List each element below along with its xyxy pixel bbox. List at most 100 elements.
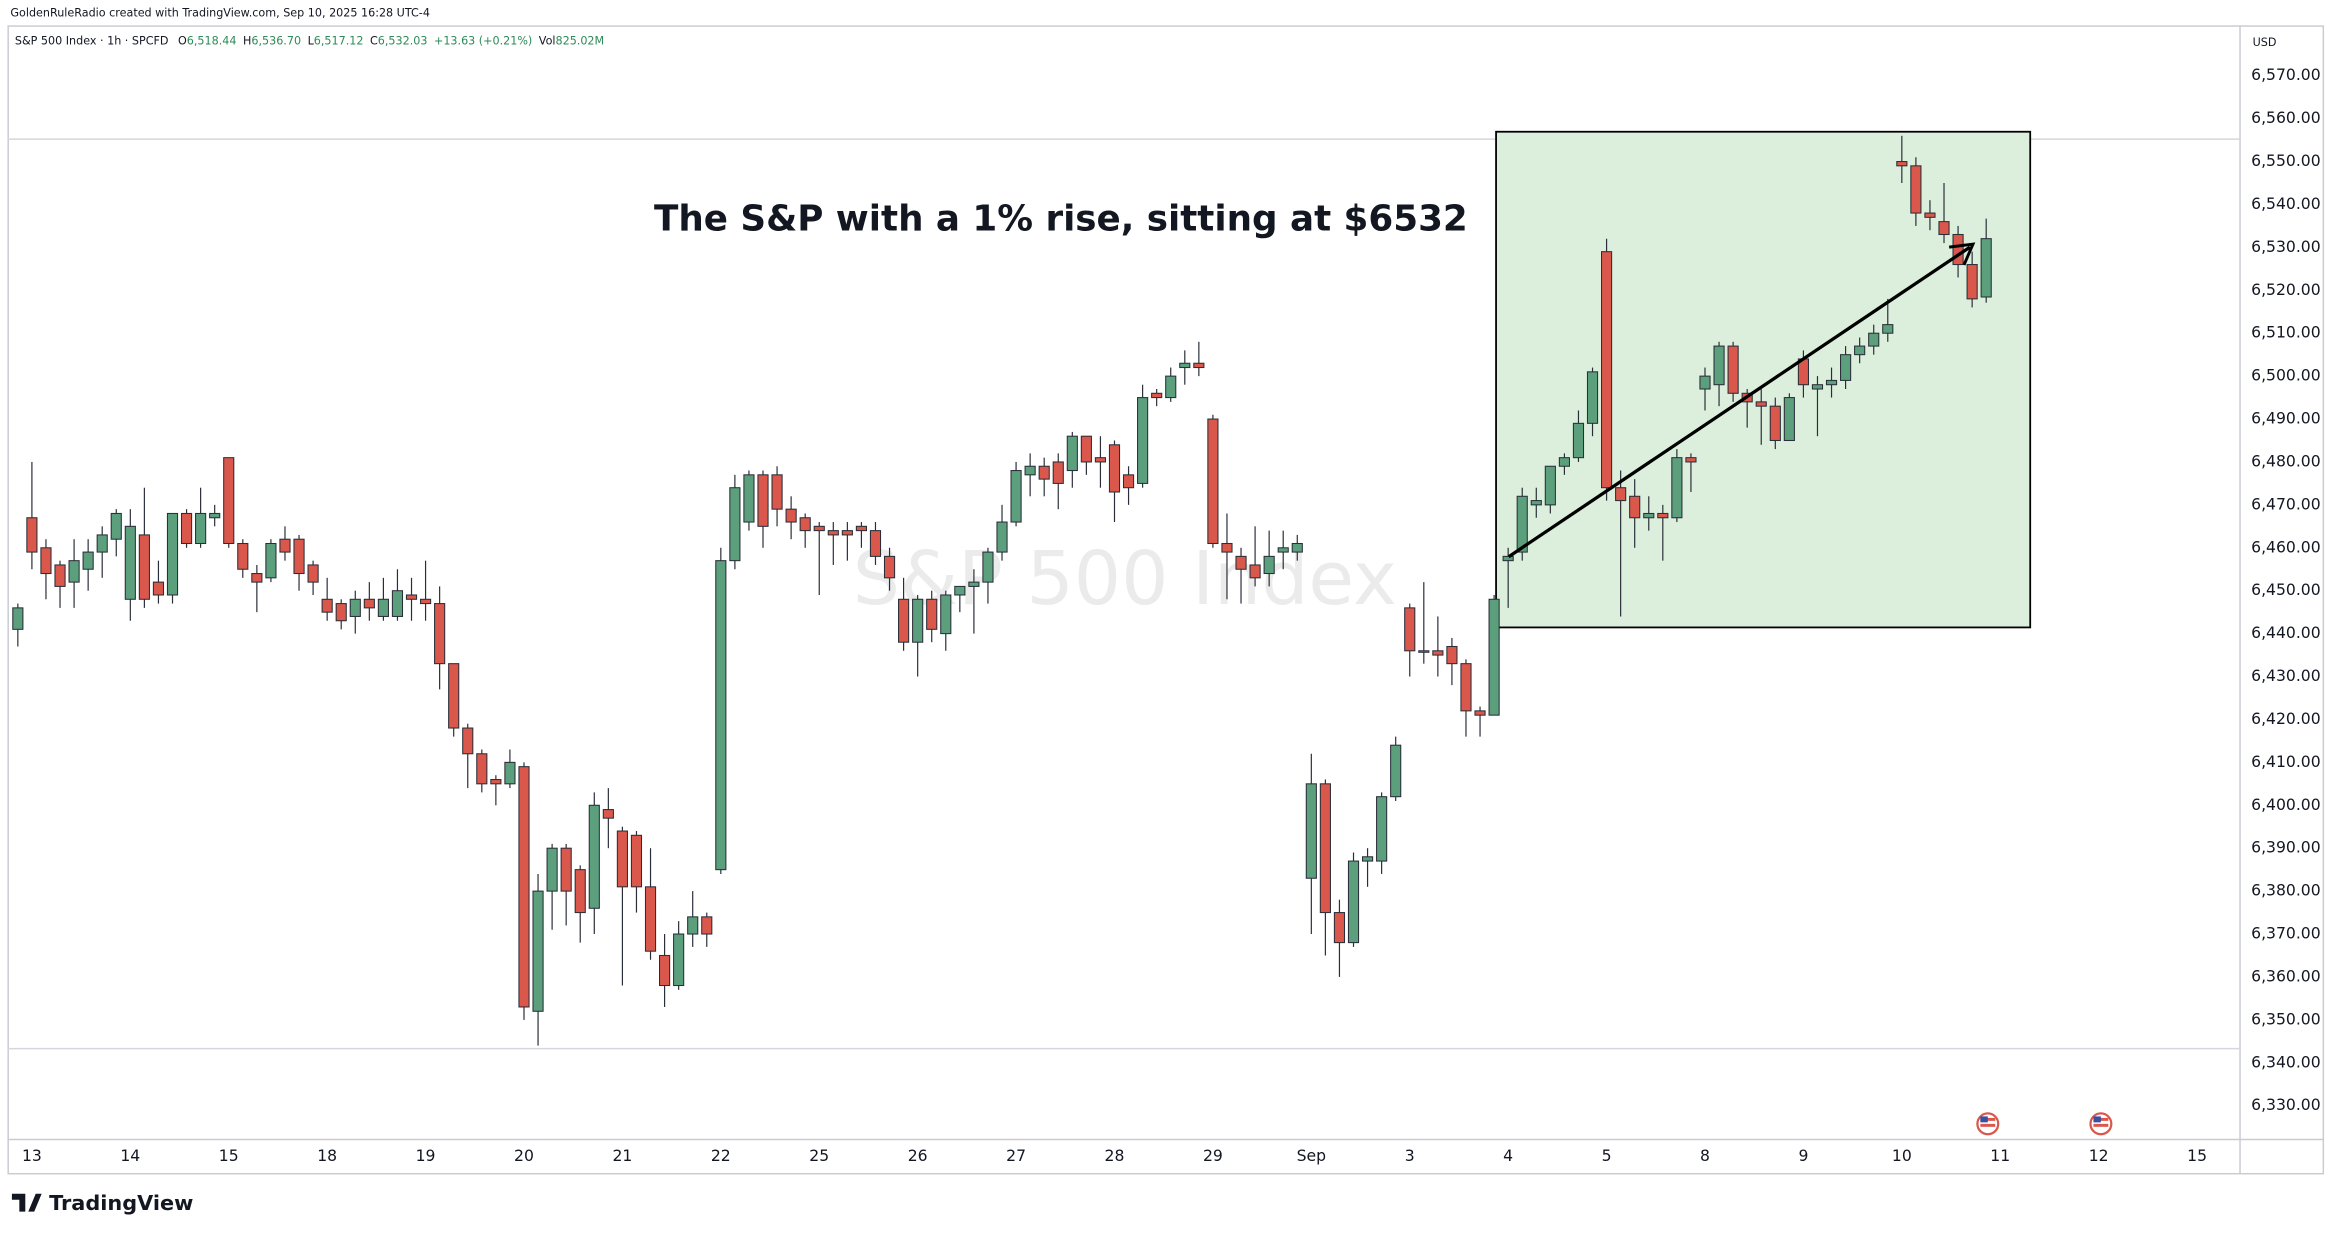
- candle-body: [293, 538, 305, 575]
- candle-body: [1137, 397, 1149, 484]
- candle-body: [152, 581, 165, 596]
- candle-body: [1643, 512, 1655, 519]
- candles: [12, 135, 1992, 1046]
- x-tick-label: 19: [416, 1147, 436, 1165]
- candle-body: [546, 847, 558, 892]
- candle-body: [349, 598, 361, 617]
- candle-body: [1277, 547, 1289, 553]
- candle-body: [419, 598, 432, 605]
- candle-body: [1488, 598, 1500, 716]
- candle-body: [265, 542, 277, 579]
- candle-body: [1615, 487, 1627, 502]
- x-tick-label: 5: [1602, 1147, 1612, 1165]
- candle-body: [982, 551, 994, 583]
- flag-stripe: [2093, 1123, 2109, 1127]
- legend-change: +13.63 (+0.21%): [434, 35, 532, 48]
- y-tick-label: 6,450.00: [2251, 581, 2321, 599]
- candle-body: [518, 766, 530, 1008]
- candle-body: [1769, 405, 1781, 442]
- candle-body: [1207, 418, 1219, 545]
- candle-body: [1432, 650, 1444, 656]
- candle-body: [1657, 512, 1669, 519]
- candle-body: [574, 869, 586, 914]
- flag-canton: [2093, 1116, 2101, 1123]
- candle-body: [1347, 860, 1360, 944]
- candle-body: [1980, 238, 1992, 298]
- candle-body: [1179, 362, 1191, 369]
- candle-body: [1882, 324, 1894, 334]
- legend-key: C: [370, 35, 378, 48]
- legend-value: 6,536.70: [251, 35, 301, 48]
- y-tick-label: 6,380.00: [2251, 882, 2321, 900]
- candle-body: [1924, 212, 1936, 218]
- candle-body: [1572, 422, 1585, 459]
- candle-body: [687, 916, 699, 935]
- x-tick-label: 3: [1405, 1147, 1415, 1165]
- x-tick-label: 8: [1700, 1147, 1710, 1165]
- candle-body: [729, 487, 741, 562]
- candle-body: [1094, 457, 1107, 463]
- candle-body: [869, 530, 882, 557]
- candle-body: [237, 542, 249, 570]
- legend-value: 6,517.12: [314, 35, 364, 48]
- candle-body: [898, 598, 910, 643]
- event-flag[interactable]: [2089, 1112, 2113, 1136]
- candle-body: [1586, 371, 1599, 424]
- candle-body: [1418, 650, 1430, 653]
- candle-body: [1249, 564, 1261, 579]
- y-tick-label: 6,530.00: [2251, 238, 2321, 256]
- legend-value: 6,532.03: [378, 35, 428, 48]
- candle-body: [1854, 345, 1866, 356]
- y-axis: 6,330.00 6,340.00 6,350.00 6,360.00 6,370.00…: [2251, 66, 2321, 1114]
- candle-body: [1811, 384, 1824, 390]
- x-tick-label: 4: [1503, 1147, 1513, 1165]
- candle-body: [1066, 435, 1078, 472]
- y-tick-label: 6,550.00: [2251, 152, 2321, 170]
- x-tick-label: 10: [1892, 1147, 1912, 1165]
- candle-body: [377, 598, 389, 617]
- x-tick-label: 15: [2187, 1147, 2207, 1165]
- candle-body: [1544, 465, 1556, 506]
- candle-body: [968, 581, 980, 587]
- candle-body: [771, 474, 783, 510]
- candle-body: [405, 594, 418, 600]
- header: GoldenRuleRadio created with TradingView…: [10, 6, 430, 19]
- candle-body: [223, 457, 235, 545]
- x-tick-label: 13: [22, 1147, 42, 1165]
- candle-body: [1080, 435, 1092, 463]
- y-tick-label: 6,560.00: [2251, 109, 2321, 127]
- candle-body: [1629, 495, 1641, 519]
- candle-body: [1966, 264, 1978, 300]
- candle-body: [701, 916, 713, 935]
- candle-body: [448, 663, 460, 729]
- candle-body: [1685, 457, 1697, 463]
- candle-body: [1361, 856, 1374, 862]
- candle-body: [434, 603, 446, 665]
- candle-body: [996, 521, 1008, 553]
- candle-body: [532, 890, 544, 1012]
- x-tick-label: 11: [1990, 1147, 2010, 1165]
- candle-body: [1938, 221, 1950, 236]
- candle-body: [855, 525, 868, 532]
- candle-body: [1221, 542, 1233, 553]
- candle-body: [251, 573, 263, 583]
- candle-body: [1713, 345, 1725, 386]
- candle-body: [1699, 375, 1711, 390]
- candle-body: [785, 508, 797, 523]
- candle-body: [1840, 354, 1852, 381]
- currency: USD: [2253, 36, 2277, 49]
- candle-body: [799, 517, 811, 532]
- x-tick-label: 12: [2089, 1147, 2109, 1165]
- event-flag[interactable]: [1976, 1112, 2000, 1136]
- candle-body: [26, 517, 38, 553]
- candle-body: [644, 886, 657, 952]
- candle-body: [68, 560, 80, 583]
- legend: S&P 500 Index · 1h · SPCFD O6,518.44 H6,…: [15, 35, 604, 48]
- candle-body: [1783, 397, 1795, 442]
- candle-body: [602, 809, 614, 819]
- candle-body: [1108, 444, 1121, 493]
- candle-body: [1910, 165, 1922, 214]
- legend-symbol: S&P 500 Index · 1h · SPCFD: [15, 35, 169, 48]
- candle-body: [391, 590, 404, 617]
- candle-body: [630, 834, 643, 888]
